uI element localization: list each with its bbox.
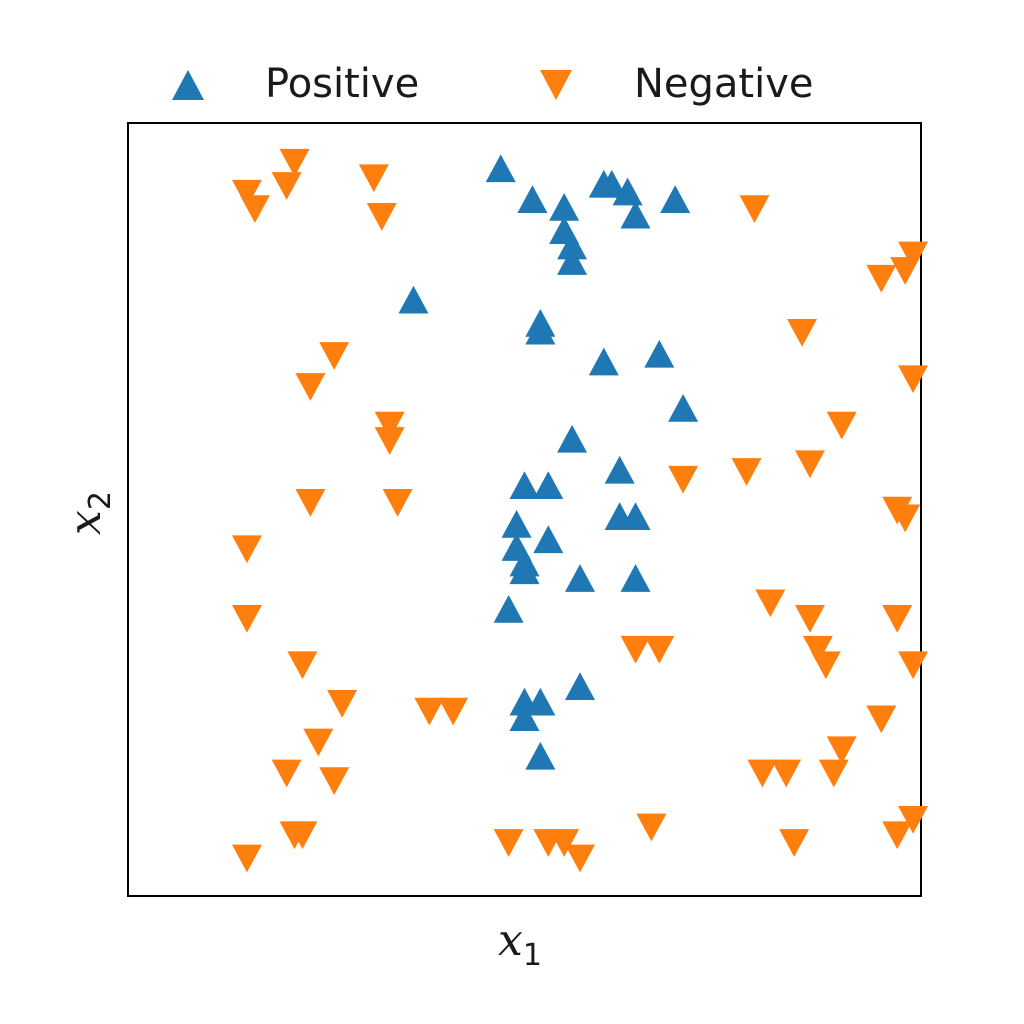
positive-point [509,703,540,731]
negative-point [366,203,397,231]
negative-point [898,241,929,270]
x-axis-label-main: x [498,915,523,966]
positive-point [668,394,699,422]
negative-point [747,759,778,788]
negative-point [794,450,825,479]
negative-point [303,728,334,757]
negative-point [493,829,524,857]
negative-point [890,504,921,533]
negative-point [382,489,413,517]
negative-point [295,489,326,517]
positive-point [525,687,556,716]
negative-point [358,164,389,193]
negative-point [866,264,897,293]
positive-point [485,154,516,183]
negative-point [231,179,262,208]
negative-point [374,411,405,440]
x-axis-label: x1 [498,915,542,973]
positive-point [525,316,556,345]
negative-point [636,813,667,842]
positive-point [493,594,524,623]
negative-point [287,821,318,850]
positive-point [612,177,643,206]
negative-point [818,759,849,788]
points-layer [231,148,929,873]
positive-point [509,556,540,585]
negative-point [327,690,358,718]
positive-point [620,564,651,592]
positive-point [565,564,596,592]
negative-point [802,635,833,664]
positive-point [604,455,635,484]
positive-point [557,231,588,260]
positive-point [644,339,675,368]
negative-point [549,829,580,857]
positive-point [525,741,556,770]
negative-point [771,759,802,788]
legend-label-positive: Positive [265,61,419,107]
negative-point [787,318,818,347]
negative-point [239,195,270,224]
y-axis-label-subscript: 2 [83,491,118,510]
negative-point [826,411,857,440]
negative-point [898,651,929,680]
positive-point [549,193,580,221]
negative-point [755,589,786,618]
legend-marker-positive [172,70,204,100]
negative-point [231,535,262,564]
negative-point [295,373,326,401]
negative-point [898,805,929,834]
positive-point [620,502,651,530]
negative-point [731,458,762,486]
negative-point [287,651,318,680]
x-axis-label-subscript: 1 [523,938,542,973]
positive-point [509,471,540,500]
negative-point [271,172,302,200]
positive-point [620,200,651,229]
negative-point [438,697,469,726]
negative-point [231,844,262,873]
negative-point [739,195,770,224]
y-axis-label: x2 [60,491,118,535]
negative-point [620,635,651,664]
positive-point [517,185,548,214]
negative-point [319,342,350,370]
positive-point [398,285,429,314]
y-axis-label-main: x [60,510,111,535]
legend-marker-negative [540,70,572,100]
positive-point [557,247,588,275]
negative-point [866,705,897,734]
negative-point [882,821,913,850]
negative-point [882,604,913,633]
negative-point [668,465,699,494]
positive-point [533,471,564,500]
negative-point [231,604,262,633]
negative-point [779,829,810,857]
negative-point [810,651,841,680]
legend: Positive Negative [172,61,814,107]
negative-point [794,604,825,633]
negative-point [271,759,302,788]
negative-point [826,736,857,765]
positive-point [660,185,691,214]
negative-point [898,365,929,394]
negative-point [319,767,350,796]
negative-point [414,697,445,726]
positive-point [565,672,596,701]
positive-point [557,424,588,453]
positive-point [596,169,627,198]
negative-point [279,148,310,177]
positive-point [533,525,564,554]
negative-point [374,427,405,455]
negative-point [565,844,596,873]
positive-point [588,347,619,376]
plot-area [127,122,922,897]
negative-point [644,635,675,664]
legend-label-negative: Negative [634,61,814,107]
positive-point [501,509,532,538]
